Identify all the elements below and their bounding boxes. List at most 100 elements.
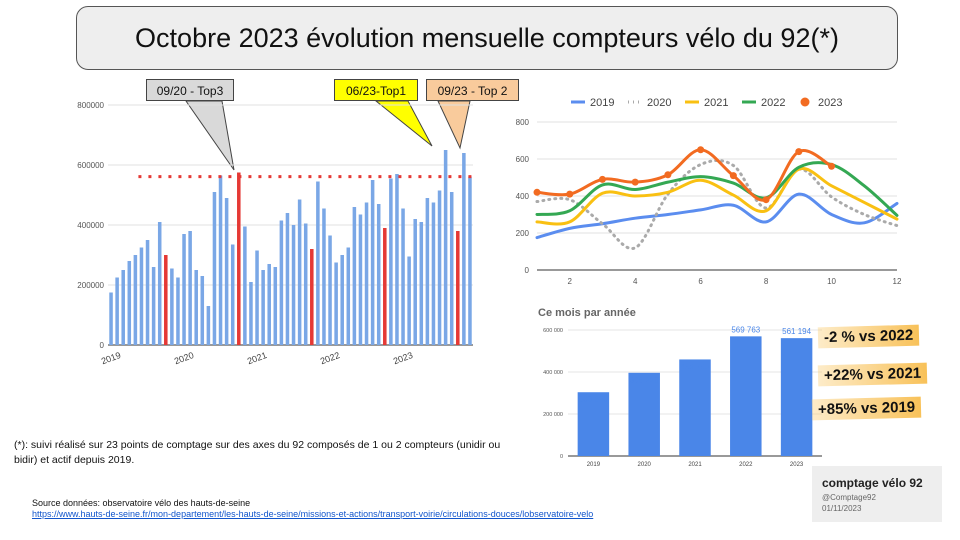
x-tick-label: 2021	[246, 350, 268, 366]
data-label: 459 793	[681, 362, 710, 371]
data-label: 561 194	[782, 327, 811, 336]
small-chart-title: Ce mois par année	[538, 307, 636, 319]
bar	[376, 204, 381, 345]
bar	[431, 202, 436, 345]
series-line-2021	[535, 166, 899, 226]
y-tick-label: 0	[100, 341, 105, 350]
yearly-bar-chart: 0 200 000 400 000 600 000 303 680 2019 396 229…	[543, 325, 822, 468]
legend-item-2023: 2023	[800, 97, 842, 109]
x-tick-label: 2023	[790, 462, 804, 468]
point-2023	[664, 171, 672, 179]
bar	[115, 277, 119, 345]
data-label: 303 680	[579, 395, 608, 404]
legend-label: 2022	[761, 97, 785, 109]
legend-item-2019: 2019	[571, 97, 614, 109]
bar	[206, 306, 211, 345]
source-link[interactable]: https://www.hauts-de-seine.fr/mon-depart…	[32, 509, 594, 519]
x-tick-label: 12	[893, 277, 902, 286]
bar-october	[383, 228, 387, 345]
bar	[121, 270, 125, 345]
point-2023	[729, 172, 737, 180]
y-tick-label: 400 000	[543, 370, 563, 376]
legend-marker	[800, 97, 810, 107]
stamp-vs-2021: +22% vs 2021	[817, 362, 928, 387]
bar	[437, 190, 442, 345]
bar	[230, 244, 235, 345]
bar	[364, 202, 369, 345]
callout-tail-top1	[374, 100, 433, 147]
x-tick-label: 2020	[173, 350, 195, 366]
year-bar	[780, 338, 813, 456]
data-label: 396 229	[630, 376, 659, 385]
year-bar	[730, 336, 762, 456]
y-tick-label: 0	[525, 266, 530, 275]
monthly-line-chart: 0 200 400 600 800 2 4 6 8 10 12 2019 2020 2021 2022 202…	[516, 97, 902, 286]
bar	[413, 219, 417, 345]
monthly-bar-chart: 0 200000 400000 600000 800000 2019 2020 2021 202…	[77, 101, 473, 366]
bar	[352, 207, 357, 345]
bar	[316, 181, 320, 345]
point-2023	[598, 175, 606, 183]
y-tick-label: 800000	[77, 101, 104, 110]
x-tick-label: 2023	[392, 350, 414, 366]
bar	[322, 208, 326, 345]
legend-label: 2021	[704, 97, 728, 109]
point-2023	[762, 196, 770, 204]
brand-handle: @Comptage92	[822, 493, 876, 502]
bar	[145, 240, 150, 345]
bar	[139, 247, 144, 345]
bar	[346, 247, 351, 345]
stamp-vs-2019: +85% vs 2019	[811, 396, 922, 421]
bar	[419, 222, 424, 345]
y-tick-label: 400000	[77, 221, 104, 230]
bar	[279, 220, 284, 345]
footnote: (*): suivi réalisé sur 23 points de comp…	[14, 439, 501, 466]
x-tick-label: 2022	[319, 350, 341, 366]
bar	[255, 250, 259, 345]
bar	[297, 199, 302, 345]
source-label: Source données: observatoire vélo des ha…	[32, 498, 251, 508]
legend-item-2022: 2022	[742, 97, 785, 109]
bar	[109, 292, 113, 345]
bar-october	[164, 255, 168, 345]
y-tick-label: 200	[516, 229, 530, 238]
y-tick-label: 600 000	[543, 328, 563, 334]
series-line-2019	[535, 192, 899, 240]
bar	[243, 226, 247, 345]
bar	[151, 267, 156, 345]
bar	[249, 282, 253, 345]
point-2023	[631, 178, 639, 186]
point-2023	[697, 146, 705, 154]
bar	[328, 235, 332, 345]
x-tick-label: 2020	[638, 462, 652, 468]
bar	[127, 261, 132, 345]
series-line-2020	[535, 159, 899, 250]
y-tick-label: 600	[516, 155, 530, 164]
year-bar	[679, 359, 711, 456]
bar	[407, 256, 411, 345]
y-tick-label: 800	[516, 118, 530, 127]
brand-box: comptage vélo 92 @Comptage92 01/11/2023	[812, 466, 942, 522]
bar	[370, 180, 375, 345]
bar	[157, 222, 162, 345]
x-tick-label: 2022	[739, 462, 753, 468]
bar	[200, 276, 205, 345]
bar	[218, 175, 223, 345]
point-2023	[795, 148, 803, 156]
bar-october	[456, 231, 460, 345]
bar	[303, 223, 308, 345]
bar	[285, 213, 290, 345]
bar	[267, 264, 271, 345]
bar	[194, 270, 198, 345]
legend-item-2020: 2020	[628, 97, 671, 109]
bar	[468, 176, 472, 345]
year-bar	[628, 372, 660, 456]
legend-label: 2020	[647, 97, 671, 109]
x-tick-label: 4	[633, 277, 638, 286]
callout-top1: 06/23-Top1	[334, 79, 418, 101]
bar	[188, 231, 192, 345]
bar	[395, 174, 399, 345]
point-2023	[533, 188, 541, 196]
bar	[358, 214, 363, 345]
brand-title: comptage vélo 92	[822, 476, 923, 490]
